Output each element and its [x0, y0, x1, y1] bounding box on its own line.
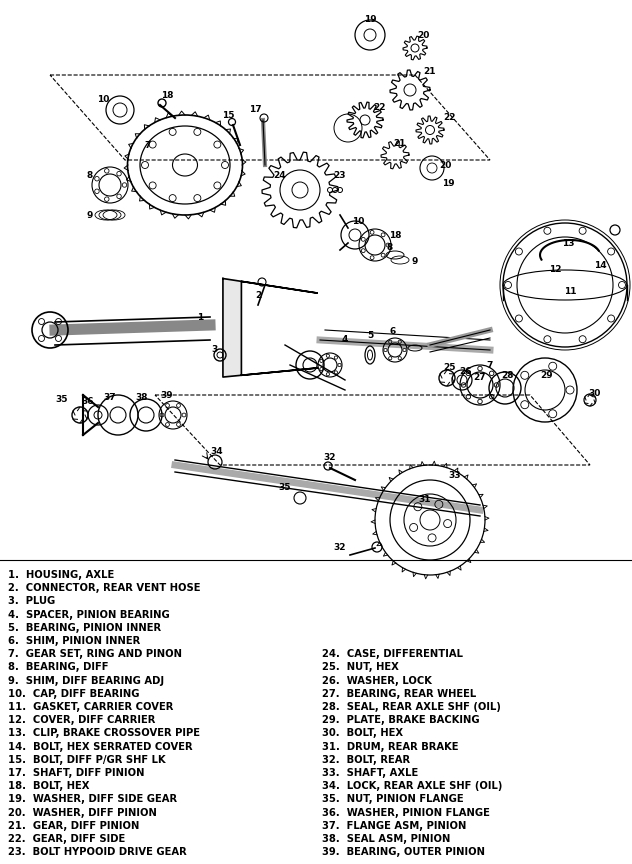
Text: 19.  WASHER, DIFF SIDE GEAR: 19. WASHER, DIFF SIDE GEAR	[8, 794, 177, 804]
Text: 38.  SEAL ASM, PINION: 38. SEAL ASM, PINION	[322, 834, 451, 844]
Text: 7: 7	[487, 360, 493, 370]
Text: 17: 17	[248, 105, 261, 115]
Text: 15: 15	[222, 111, 234, 120]
Text: 11: 11	[564, 288, 576, 296]
Text: 21.  GEAR, DIFF PINION: 21. GEAR, DIFF PINION	[8, 821, 140, 831]
Text: 37: 37	[104, 393, 116, 403]
Text: 1: 1	[197, 314, 203, 322]
Polygon shape	[223, 278, 317, 377]
Text: 36: 36	[82, 397, 94, 406]
Text: 9.  SHIM, DIFF BEARING ADJ: 9. SHIM, DIFF BEARING ADJ	[8, 676, 164, 686]
Text: 32: 32	[324, 454, 336, 462]
Text: 18: 18	[389, 231, 401, 239]
Text: 29: 29	[541, 371, 553, 379]
Text: 34.  LOCK, REAR AXLE SHF (OIL): 34. LOCK, REAR AXLE SHF (OIL)	[322, 781, 502, 791]
Text: 2: 2	[255, 291, 261, 301]
Text: 6: 6	[390, 327, 396, 336]
Text: 8: 8	[387, 244, 393, 252]
Text: 34: 34	[210, 448, 223, 456]
Text: 19: 19	[363, 16, 376, 24]
Text: 1.  HOUSING, AXLE: 1. HOUSING, AXLE	[8, 570, 114, 580]
Text: 31: 31	[419, 495, 431, 505]
Text: 31.  DRUM, REAR BRAKE: 31. DRUM, REAR BRAKE	[322, 741, 458, 752]
Text: 39.  BEARING, OUTER PINION: 39. BEARING, OUTER PINION	[322, 848, 485, 857]
Text: 22: 22	[374, 104, 386, 112]
Text: 4: 4	[342, 335, 348, 345]
Text: 33: 33	[449, 471, 461, 480]
Text: 23.  BOLT HYPOOID DRIVE GEAR: 23. BOLT HYPOOID DRIVE GEAR	[8, 848, 186, 857]
Text: 24: 24	[274, 170, 286, 180]
Text: 9: 9	[412, 257, 418, 266]
Text: 17.  SHAFT, DIFF PINION: 17. SHAFT, DIFF PINION	[8, 768, 145, 778]
Text: 26.  WASHER, LOCK: 26. WASHER, LOCK	[322, 676, 432, 686]
Text: 33.  SHAFT, AXLE: 33. SHAFT, AXLE	[322, 768, 418, 778]
Text: 10: 10	[97, 96, 109, 105]
Text: 15.  BOLT, DIFF P/GR SHF LK: 15. BOLT, DIFF P/GR SHF LK	[8, 755, 166, 765]
Text: 22: 22	[444, 113, 456, 123]
Text: 3: 3	[212, 346, 218, 354]
Text: 7.  GEAR SET, RING AND PINON: 7. GEAR SET, RING AND PINON	[8, 649, 182, 659]
Text: 8.  BEARING, DIFF: 8. BEARING, DIFF	[8, 663, 109, 672]
Text: 7: 7	[145, 141, 151, 149]
Text: 32.  BOLT, REAR: 32. BOLT, REAR	[322, 755, 410, 765]
Text: 14: 14	[593, 261, 606, 270]
Text: 13: 13	[562, 238, 574, 247]
Text: 38: 38	[136, 392, 149, 402]
Text: 23: 23	[334, 170, 346, 180]
Text: 4.  SPACER, PINION BEARING: 4. SPACER, PINION BEARING	[8, 610, 170, 619]
Text: 6.  SHIM, PINION INNER: 6. SHIM, PINION INNER	[8, 636, 140, 646]
Text: 11.  GASKET, CARRIER COVER: 11. GASKET, CARRIER COVER	[8, 702, 173, 712]
Text: 8: 8	[87, 170, 93, 180]
Text: 27.  BEARING, REAR WHEEL: 27. BEARING, REAR WHEEL	[322, 689, 477, 699]
Text: 12.  COVER, DIFF CARRIER: 12. COVER, DIFF CARRIER	[8, 715, 155, 725]
Text: 28.  SEAL, REAR AXLE SHF (OIL): 28. SEAL, REAR AXLE SHF (OIL)	[322, 702, 501, 712]
Text: 24.  CASE, DIFFERENTIAL: 24. CASE, DIFFERENTIAL	[322, 649, 463, 659]
Text: 30.  BOLT, HEX: 30. BOLT, HEX	[322, 728, 403, 739]
Text: 35: 35	[279, 484, 291, 492]
Text: 5.  BEARING, PINION INNER: 5. BEARING, PINION INNER	[8, 623, 161, 632]
Text: 27: 27	[474, 373, 486, 383]
Text: 20: 20	[417, 30, 429, 40]
Text: 32: 32	[334, 543, 346, 552]
Text: 36.  WASHER, PINION FLANGE: 36. WASHER, PINION FLANGE	[322, 808, 490, 817]
Text: 10.  CAP, DIFF BEARING: 10. CAP, DIFF BEARING	[8, 689, 140, 699]
Text: 18: 18	[161, 91, 173, 99]
Text: 29.  PLATE, BRAKE BACKING: 29. PLATE, BRAKE BACKING	[322, 715, 480, 725]
Text: 18.  BOLT, HEX: 18. BOLT, HEX	[8, 781, 90, 791]
Text: 10: 10	[352, 218, 364, 226]
Text: 35: 35	[56, 396, 68, 404]
Text: 19: 19	[442, 179, 454, 187]
Text: 9: 9	[87, 211, 93, 219]
Text: 5: 5	[367, 331, 373, 340]
Text: 39: 39	[161, 391, 173, 401]
Text: 25.  NUT, HEX: 25. NUT, HEX	[322, 663, 399, 672]
Text: 14.  BOLT, HEX SERRATED COVER: 14. BOLT, HEX SERRATED COVER	[8, 741, 193, 752]
Text: 13.  CLIP, BRAKE CROSSOVER PIPE: 13. CLIP, BRAKE CROSSOVER PIPE	[8, 728, 200, 739]
Text: 3.  PLUG: 3. PLUG	[8, 596, 55, 607]
Text: 21: 21	[423, 67, 436, 77]
Text: 22.  GEAR, DIFF SIDE: 22. GEAR, DIFF SIDE	[8, 834, 125, 844]
Text: 20: 20	[439, 161, 451, 169]
Text: 25: 25	[444, 364, 456, 372]
Text: 37.  FLANGE ASM, PINION: 37. FLANGE ASM, PINION	[322, 821, 466, 831]
Text: 20.  WASHER, DIFF PINION: 20. WASHER, DIFF PINION	[8, 808, 157, 817]
Text: 30: 30	[589, 389, 601, 397]
Text: 28: 28	[501, 371, 513, 379]
Text: 21: 21	[394, 138, 406, 148]
Text: 26: 26	[459, 367, 471, 377]
Text: 12: 12	[549, 265, 561, 275]
Text: 2.  CONNECTOR, REAR VENT HOSE: 2. CONNECTOR, REAR VENT HOSE	[8, 583, 200, 594]
Text: 35.  NUT, PINION FLANGE: 35. NUT, PINION FLANGE	[322, 794, 464, 804]
